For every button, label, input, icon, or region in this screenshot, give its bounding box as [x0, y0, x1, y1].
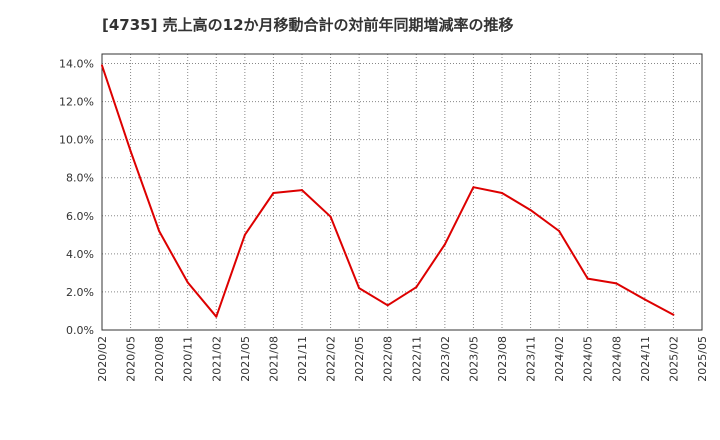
data-point	[329, 215, 332, 218]
y-tick-label: 12.0%	[59, 96, 94, 109]
data-point	[243, 233, 246, 236]
x-tick-label: 2021/08	[267, 336, 280, 382]
x-tick-label: 2022/05	[353, 336, 366, 382]
x-tick-label: 2021/02	[210, 336, 223, 382]
x-tick-label: 2023/11	[525, 336, 538, 382]
x-tick-label: 2023/02	[439, 336, 452, 382]
x-tick-label: 2020/02	[96, 336, 109, 382]
x-tick-label: 2023/05	[467, 336, 480, 382]
x-tick-label: 2021/05	[239, 336, 252, 382]
y-axis: 0.0% 2.0% 4.0% 6.0% 8.0% 10.0% 12.0% 14.0%	[59, 58, 94, 337]
x-tick-label: 2021/11	[296, 336, 309, 382]
chart-title: [4735] 売上高の12か月移動合計の対前年同期増減率の推移	[102, 16, 514, 34]
data-point	[301, 189, 303, 192]
data-point	[672, 313, 675, 316]
data-point	[215, 315, 218, 318]
data-point	[415, 286, 418, 289]
x-tick-label: 2023/08	[496, 336, 509, 382]
x-tick-label: 2020/11	[182, 336, 195, 382]
y-tick-label: 8.0%	[66, 172, 94, 185]
data-point	[501, 191, 503, 194]
y-tick-label: 10.0%	[59, 134, 94, 147]
data-point	[272, 191, 275, 194]
x-tick-label: 2025/05	[696, 336, 709, 382]
y-tick-label: 6.0%	[66, 210, 94, 223]
data-point	[129, 150, 132, 153]
data-point	[443, 243, 446, 246]
x-axis: 2020/02 2020/05 2020/08 2020/11 2021/02 2021/…	[96, 336, 709, 382]
x-tick-label: 2022/08	[382, 336, 395, 382]
data-point	[586, 277, 589, 280]
x-tick-label: 2025/02	[667, 336, 680, 382]
data-point	[386, 304, 389, 307]
x-tick-label: 2020/08	[153, 336, 166, 382]
y-tick-label: 4.0%	[66, 248, 94, 261]
data-point	[529, 209, 532, 212]
x-tick-label: 2024/08	[610, 336, 623, 382]
y-tick-label: 2.0%	[66, 286, 94, 299]
data-point	[558, 230, 561, 233]
data-point	[643, 298, 646, 301]
data-point	[615, 282, 618, 285]
plot-frame	[101, 53, 703, 331]
data-point	[358, 287, 361, 290]
x-tick-label: 2024/05	[582, 336, 595, 382]
y-tick-label: 0.0%	[66, 324, 94, 337]
x-tick-label: 2020/05	[125, 336, 138, 382]
data-point	[101, 64, 103, 67]
x-tick-label: 2022/02	[325, 336, 338, 382]
x-tick-label: 2022/11	[410, 336, 423, 382]
x-tick-label: 2024/02	[553, 336, 566, 382]
series-layer	[101, 64, 675, 318]
data-point	[158, 230, 161, 233]
x-tick-label: 2024/11	[639, 336, 652, 382]
y-tick-label: 14.0%	[59, 58, 94, 71]
data-point	[472, 186, 475, 189]
data-point	[186, 281, 189, 284]
